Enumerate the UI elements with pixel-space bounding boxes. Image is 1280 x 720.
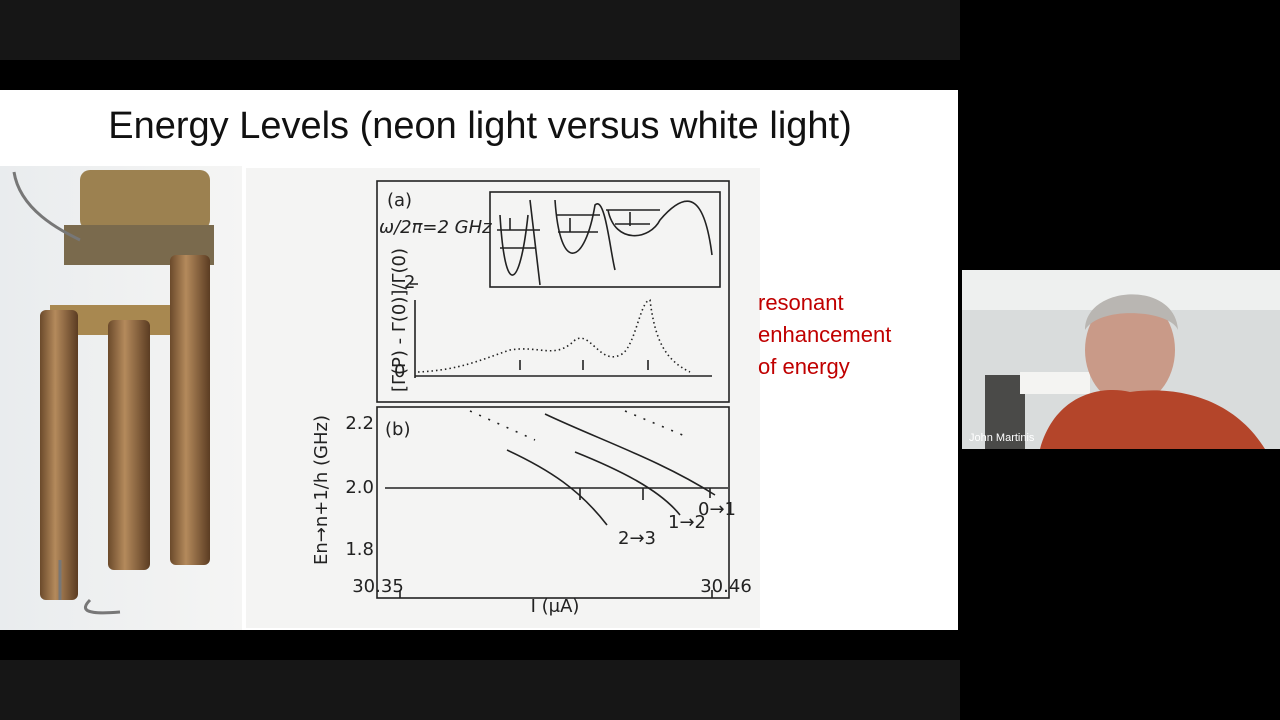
annotation-line: resonant <box>758 290 844 315</box>
panel-a-ytick: 2 <box>404 272 415 293</box>
panel-b-y-label: En→n+1/h (GHz) <box>311 415 332 565</box>
x-axis-label: I (μA) <box>531 596 580 617</box>
figure <box>246 168 760 628</box>
apparatus-photo <box>0 166 242 630</box>
panel-a-frame <box>376 180 730 403</box>
annotation-line: enhancement <box>758 322 891 347</box>
transition-label: 2→3 <box>618 528 656 549</box>
participant-video <box>962 270 1280 449</box>
panel-b-ytick: 2.0 <box>345 477 374 498</box>
transition-label: 1→2 <box>668 512 706 533</box>
panel-b-ytick: 1.8 <box>345 539 374 560</box>
panel-b-label: (b) <box>385 419 410 440</box>
slide-title: Energy Levels (neon light versus white l… <box>108 105 852 147</box>
bottom-bar <box>0 660 960 720</box>
x-tick: 30.46 <box>700 576 752 597</box>
panel-a-label: (a) <box>387 190 412 211</box>
panel-b-frame <box>376 406 730 599</box>
inset-label: ω/2π=2 GHz <box>379 217 492 238</box>
participant-name: John Martinis <box>969 432 1035 444</box>
panel-b-ytick: 2.2 <box>345 413 374 434</box>
x-tick: 30.35 <box>352 576 404 597</box>
transition-label: 0→1 <box>698 499 736 520</box>
panel-a-ytick: 0 <box>394 361 405 382</box>
top-bar <box>0 0 960 60</box>
annotation-line: of energy <box>758 354 850 379</box>
panel-a-y-label: [Γ(P) - Γ(0)]/Γ(0) <box>389 248 410 392</box>
